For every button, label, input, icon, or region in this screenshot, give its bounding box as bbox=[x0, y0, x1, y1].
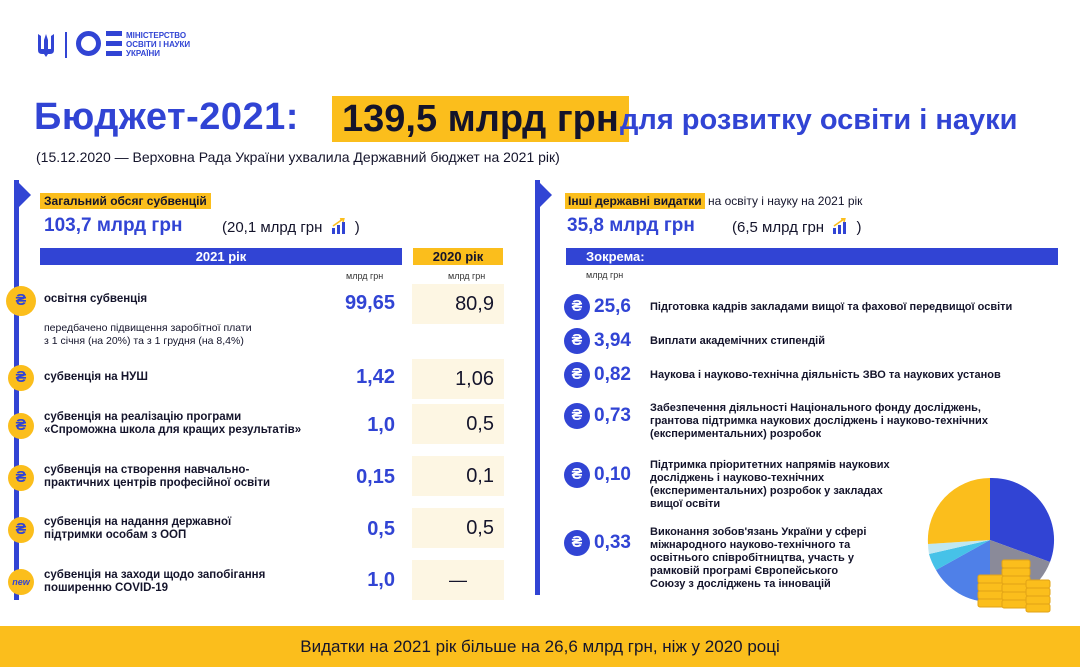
value-2021: 1,0 bbox=[367, 414, 395, 436]
left-summary-delta: (20,1 млрд грн ) bbox=[222, 218, 360, 236]
growth-chart-icon bbox=[833, 218, 847, 234]
hryvnia-coin-icon: ₴ bbox=[6, 286, 36, 316]
subtitle: (15.12.2020 — Верховна Рада України ухва… bbox=[36, 149, 560, 165]
item-label: Забезпечення діяльності Національного фо… bbox=[650, 402, 988, 440]
value-2021: 1,42 bbox=[356, 366, 395, 388]
item-label: Підтримка пріоритетних напрямів наукових… bbox=[650, 459, 890, 510]
new-badge-icon: new bbox=[8, 569, 34, 595]
value-2021: 0,5 bbox=[367, 518, 395, 540]
hryvnia-coin-icon: ₴ bbox=[564, 530, 590, 556]
logo-separator bbox=[65, 32, 67, 58]
value-2020: — bbox=[412, 560, 504, 600]
title-highlight: 139,5 млрд грн bbox=[332, 96, 629, 142]
right-unit: млрд грн bbox=[586, 270, 624, 280]
row-label: субвенція на заходи щодо запобігання пош… bbox=[44, 569, 266, 594]
value-2021: 99,65 bbox=[344, 292, 395, 314]
item-value: 25,6 bbox=[594, 296, 631, 317]
value-2020: 80,9 bbox=[412, 284, 504, 324]
unit-2021: млрд грн bbox=[346, 271, 384, 281]
item-label: Наукова і науково-технічна діяльність ЗВ… bbox=[650, 369, 1001, 381]
item-label: Виконання зобов'язань України у сфері мі… bbox=[650, 526, 867, 590]
hryvnia-coin-icon: ₴ bbox=[8, 413, 34, 439]
left-side-arrow bbox=[19, 183, 31, 207]
item-label: Підготовка кадрів закладами вищої та фах… bbox=[650, 301, 1013, 313]
right-side-bar bbox=[535, 180, 540, 595]
left-summary-amount: 103,7 млрд грн bbox=[44, 215, 183, 236]
section-header-label: Зокрема: bbox=[586, 249, 645, 264]
title-right: для розвитку освіти і науки bbox=[620, 104, 1018, 136]
section-header-bar: Зокрема: bbox=[566, 248, 1058, 265]
column-header-2020: 2020 рік bbox=[413, 248, 503, 265]
item-value: 3,94 bbox=[594, 330, 631, 351]
salary-note: передбачено підвищення заробітної плати … bbox=[44, 322, 252, 347]
item-value: 0,33 bbox=[594, 532, 631, 553]
title-left: Бюджет-2021: bbox=[34, 96, 299, 138]
row-label: субвенція на створення навчально- практи… bbox=[44, 464, 271, 489]
item-value: 0,10 bbox=[594, 464, 631, 485]
logo-o-icon bbox=[76, 31, 101, 56]
left-summary-label: Загальний обсяг субвенцій bbox=[40, 193, 211, 209]
value-2020: 1,06 bbox=[412, 359, 504, 399]
ministry-logo-text: МІНІСТЕРСТВО ОСВІТИ І НАУКИ УКРАЇНИ bbox=[126, 31, 191, 58]
item-value: 0,73 bbox=[594, 405, 631, 426]
hryvnia-coin-icon: ₴ bbox=[564, 294, 590, 320]
right-side-arrow bbox=[540, 183, 552, 207]
hryvnia-coin-icon: ₴ bbox=[564, 403, 590, 429]
row-label: субвенція на надання державної підтримки… bbox=[44, 516, 232, 541]
hryvnia-coin-icon: ₴ bbox=[564, 362, 590, 388]
right-summary-delta: (6,5 млрд грн ) bbox=[732, 218, 862, 236]
value-2020: 0,1 bbox=[412, 456, 504, 496]
trident-icon bbox=[38, 34, 54, 57]
row-label: субвенція на НУШ bbox=[44, 371, 148, 383]
unit-2020: млрд грн bbox=[448, 271, 486, 281]
item-label: Виплати академічних стипендій bbox=[650, 335, 825, 347]
footer-banner: Видатки на 2021 рік більше на 26,6 млрд … bbox=[0, 626, 1080, 667]
hryvnia-coin-icon: ₴ bbox=[8, 365, 34, 391]
hryvnia-coin-icon: ₴ bbox=[564, 462, 590, 488]
coin-stack-icon bbox=[977, 559, 1051, 613]
logo-e-icon bbox=[106, 31, 122, 56]
hryvnia-coin-icon: ₴ bbox=[8, 517, 34, 543]
value-2020: 0,5 bbox=[412, 404, 504, 444]
pie-coins-illustration bbox=[927, 477, 1055, 613]
value-2021: 0,15 bbox=[356, 466, 395, 488]
row-label: субвенція на реалізацію програми «Спромо… bbox=[44, 411, 302, 436]
right-summary-label: Інші державні видатки на освіту і науку … bbox=[565, 193, 862, 209]
hryvnia-coin-icon: ₴ bbox=[564, 328, 590, 354]
right-summary-amount: 35,8 млрд грн bbox=[567, 215, 695, 236]
growth-chart-icon bbox=[331, 218, 345, 234]
row-label: освітня субвенція bbox=[44, 293, 148, 305]
column-header-2021: 2021 рік bbox=[40, 248, 402, 265]
value-2020: 0,5 bbox=[412, 508, 504, 548]
value-2021: 1,0 bbox=[367, 569, 395, 591]
item-value: 0,82 bbox=[594, 364, 631, 385]
hryvnia-coin-icon: ₴ bbox=[8, 465, 34, 491]
